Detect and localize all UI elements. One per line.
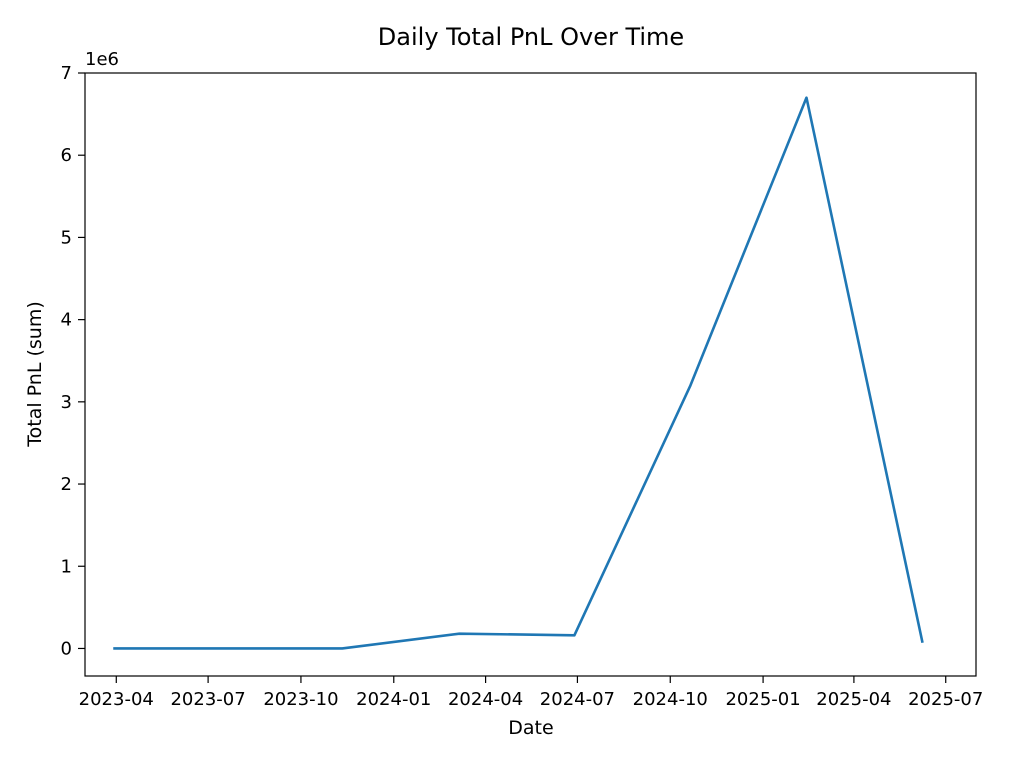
y-tick-label: 3 <box>61 392 72 413</box>
y-tick-label: 5 <box>61 227 72 248</box>
plot-area <box>84 72 977 677</box>
x-tick-label: 2024-01 <box>356 689 431 710</box>
x-tick-label: 2024-07 <box>540 689 615 710</box>
chart-title: Daily Total PnL Over Time <box>378 23 684 51</box>
x-tick-label: 2023-07 <box>170 689 245 710</box>
y-tick-label: 1 <box>61 556 72 577</box>
y-tick-label: 7 <box>61 63 72 84</box>
y-axis-multiplier: 1e6 <box>85 49 119 70</box>
x-tick-label: 2025-01 <box>725 689 800 710</box>
y-tick-label: 0 <box>61 638 72 659</box>
x-tick-label: 2025-07 <box>908 689 983 710</box>
series-line-0 <box>113 96 924 650</box>
y-tick-label: 6 <box>61 145 72 166</box>
x-axis-label: Date <box>508 717 553 739</box>
y-axis-label: Total PnL (sum) <box>24 301 46 447</box>
x-tick-label: 2024-04 <box>448 689 523 710</box>
x-tick-label: 2025-04 <box>816 689 891 710</box>
x-tick-label: 2023-10 <box>263 689 338 710</box>
x-axis-ticks: 2023-04 2023-07 2023-10 2024-01 2024-04 2024-… <box>79 676 983 710</box>
y-tick-label: 4 <box>61 310 72 331</box>
x-tick-label: 2023-04 <box>79 689 154 710</box>
series-group <box>113 96 924 650</box>
y-tick-label: 2 <box>61 474 72 495</box>
axes-frame <box>84 72 977 677</box>
x-tick-label: 2024-10 <box>633 689 708 710</box>
y-axis-ticks: 0 1 2 3 4 5 6 7 <box>61 63 85 659</box>
